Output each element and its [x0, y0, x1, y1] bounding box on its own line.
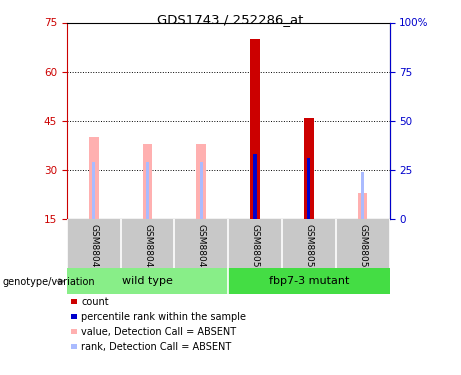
Bar: [146, 162, 149, 219]
Text: value, Detection Call = ABSENT: value, Detection Call = ABSENT: [81, 327, 236, 337]
Bar: [254, 154, 257, 219]
Text: GDS1743 / 252286_at: GDS1743 / 252286_at: [157, 13, 304, 26]
Text: count: count: [81, 297, 109, 307]
Text: GSM88044: GSM88044: [143, 224, 152, 273]
Bar: [250, 39, 260, 219]
Text: wild type: wild type: [122, 276, 173, 286]
Bar: [92, 162, 95, 219]
Text: genotype/variation: genotype/variation: [2, 277, 95, 287]
Bar: [361, 172, 364, 219]
Bar: [307, 158, 310, 219]
Bar: [67, 268, 228, 294]
Bar: [142, 144, 152, 219]
Bar: [196, 144, 206, 219]
Text: fbp7-3 mutant: fbp7-3 mutant: [269, 276, 349, 286]
Text: percentile rank within the sample: percentile rank within the sample: [81, 312, 246, 322]
Text: GSM88053: GSM88053: [304, 224, 313, 273]
Text: GSM88054: GSM88054: [358, 224, 367, 273]
Text: GSM88045: GSM88045: [197, 224, 206, 273]
Bar: [89, 137, 99, 219]
Bar: [228, 268, 390, 294]
Text: rank, Detection Call = ABSENT: rank, Detection Call = ABSENT: [81, 342, 231, 352]
Text: GSM88043: GSM88043: [89, 224, 98, 273]
Bar: [304, 118, 313, 219]
Text: GSM88052: GSM88052: [251, 224, 260, 273]
Bar: [200, 162, 203, 219]
Bar: [358, 193, 367, 219]
